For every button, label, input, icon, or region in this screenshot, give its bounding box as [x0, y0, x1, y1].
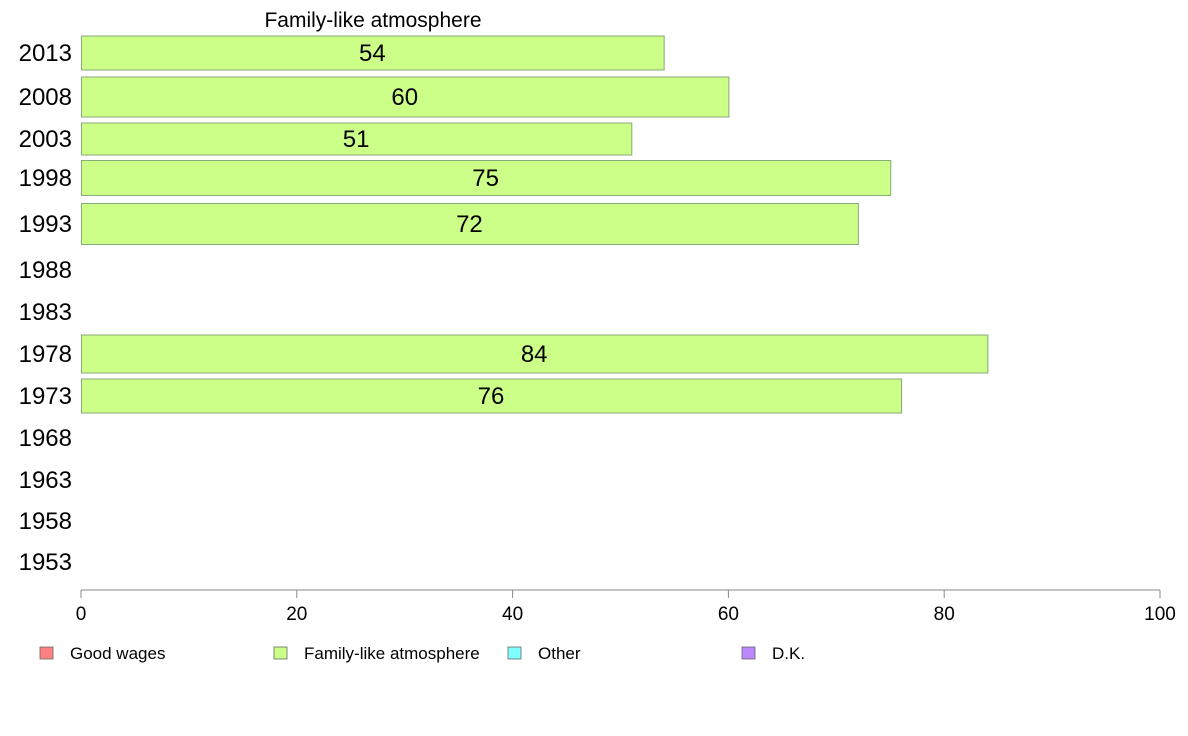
bar-value-label: 76 — [478, 383, 505, 410]
year-label: 1998 — [19, 165, 72, 192]
year-label: 1968 — [19, 425, 72, 452]
bar-value-label: 72 — [456, 211, 483, 238]
bar — [81, 35, 665, 71]
bar — [81, 76, 730, 118]
year-label: 1993 — [19, 211, 72, 238]
legend-label: Family-like atmosphere — [304, 644, 480, 663]
x-tick-label: 100 — [1144, 604, 1176, 625]
chart-title: Family-like atmosphere — [264, 9, 481, 32]
year-label: 1953 — [19, 549, 72, 576]
bar-value-label: 75 — [472, 165, 499, 192]
legend-swatch — [507, 646, 522, 660]
year-labels: 2013 2008 2003 1998 1993 1988 1983 1978 1973 1968… — [19, 40, 72, 576]
bar-value-label: 54 — [359, 40, 386, 67]
legend: Good wages Family-like atmosphere Other D.K… — [39, 644, 805, 663]
x-tick-label: 20 — [286, 604, 307, 625]
bar-value-label: 51 — [343, 126, 370, 153]
x-tick-label: 80 — [934, 604, 955, 625]
bar — [81, 160, 892, 196]
year-label: 2008 — [19, 84, 72, 111]
year-label: 2013 — [19, 40, 72, 67]
bar — [81, 122, 633, 156]
year-label: 1963 — [19, 467, 72, 494]
legend-swatch — [741, 646, 756, 660]
x-axis: 0 20 40 60 80 100 — [76, 589, 1176, 625]
year-label: 1958 — [19, 508, 72, 535]
legend-label: Other — [538, 644, 581, 663]
x-tick-label: 40 — [502, 604, 523, 625]
legend-swatch — [273, 646, 288, 660]
x-tick-label: 60 — [718, 604, 739, 625]
bar — [81, 334, 989, 374]
bar — [81, 203, 859, 245]
year-label: 1973 — [19, 383, 72, 410]
legend-swatch — [39, 646, 54, 660]
bar — [81, 378, 903, 414]
year-label: 1983 — [19, 299, 72, 326]
year-label: 1988 — [19, 257, 72, 284]
legend-label: Good wages — [70, 644, 165, 663]
year-label: 2003 — [19, 126, 72, 153]
bar-value-label: 84 — [521, 341, 548, 368]
x-tick-label: 0 — [76, 604, 87, 625]
legend-label: D.K. — [772, 644, 805, 663]
year-label: 1978 — [19, 341, 72, 368]
bar-value-label: 60 — [391, 84, 418, 111]
